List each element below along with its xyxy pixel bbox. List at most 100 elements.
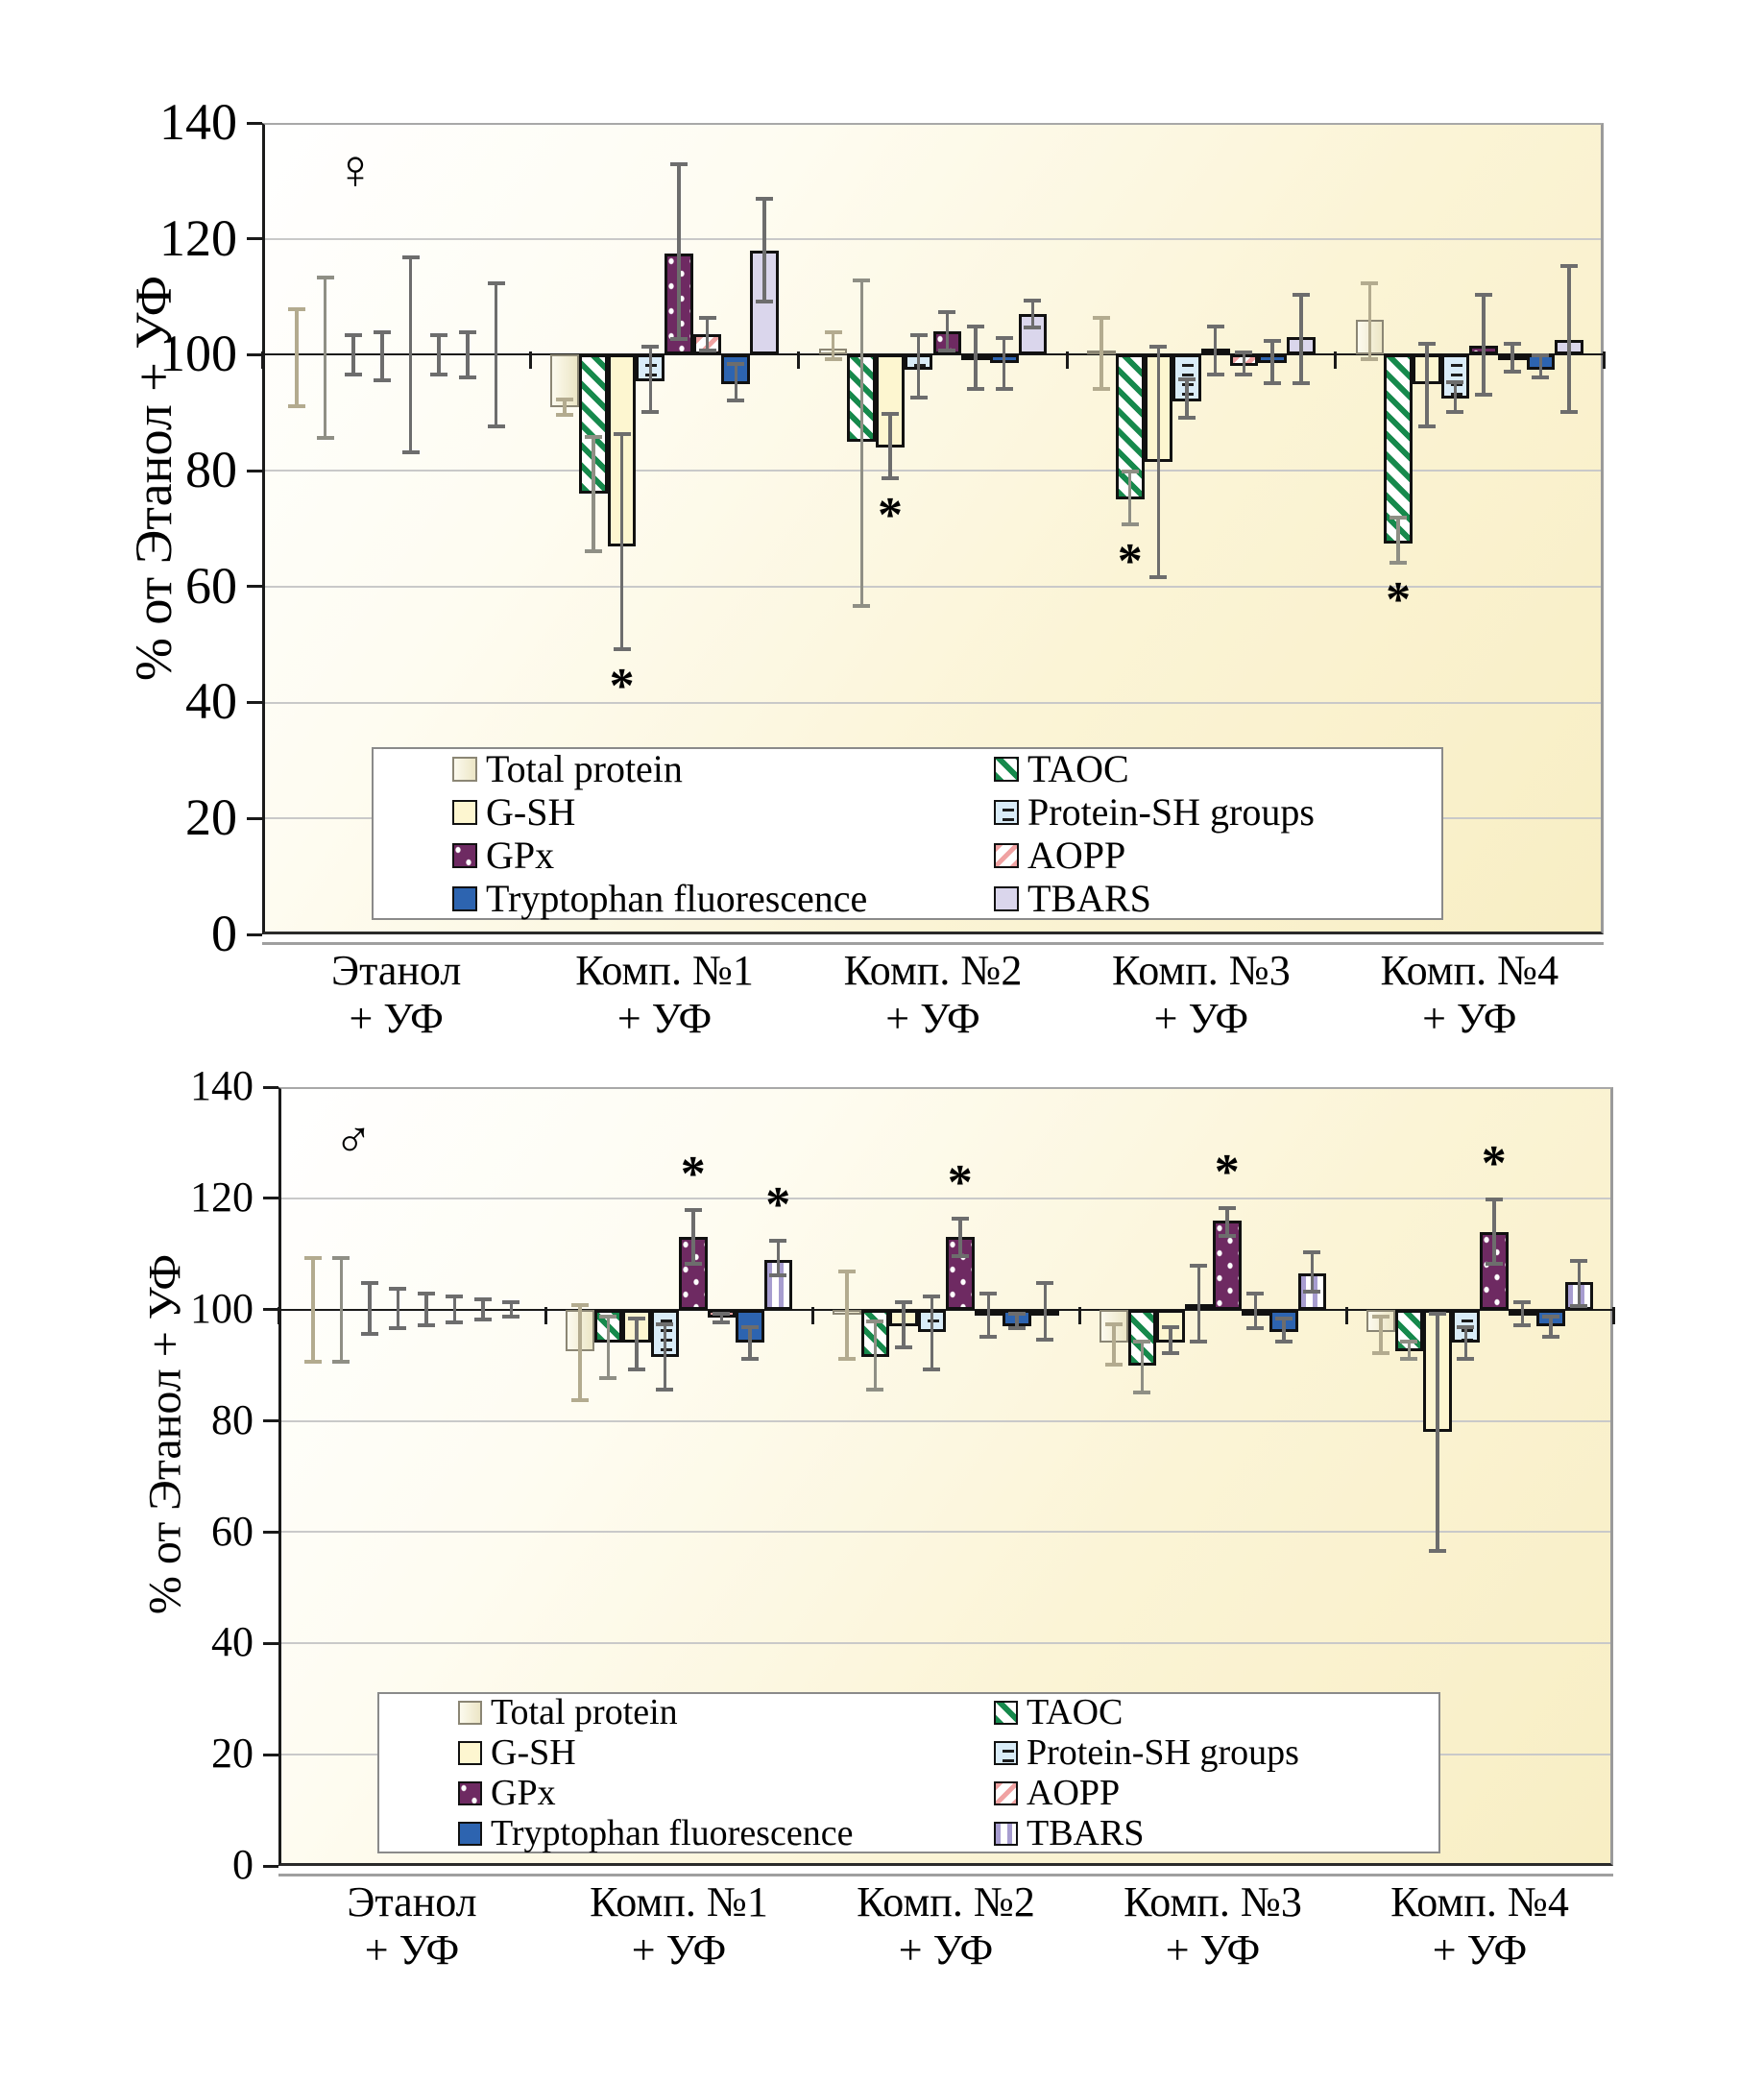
- error-bar-cap-bottom: [979, 1334, 998, 1339]
- error-bar-line: [606, 1315, 610, 1380]
- error-bar-cap-top: [1218, 1205, 1236, 1210]
- error-bar-cap-top: [1093, 316, 1111, 321]
- error-bar-cap-top: [417, 1292, 435, 1296]
- legend-label-taoc: TAOC: [1027, 1692, 1124, 1732]
- legend-label-gsh: G-SH: [486, 790, 576, 834]
- legend-swatch-aopp: [994, 1780, 1018, 1805]
- baseline-group-tick: [810, 1306, 814, 1324]
- significance-star: *: [680, 1147, 706, 1202]
- error-bar-cap-top: [769, 1239, 787, 1244]
- legend-label-aopp: AOPP: [1027, 834, 1126, 877]
- legend-item-gsh: G-SH: [458, 1732, 576, 1773]
- error-bar-cap-top: [1178, 376, 1196, 381]
- category-label-line1: Комп. №4: [1380, 947, 1559, 994]
- error-bar-line: [748, 1326, 752, 1360]
- error-bar-cap-bottom: [613, 647, 631, 652]
- error-bar-line: [424, 1293, 428, 1327]
- error-bar-cap-bottom: [389, 1325, 407, 1330]
- error-bar-cap-bottom: [473, 1318, 492, 1322]
- gridline-80: [265, 470, 1601, 472]
- error-bar-line: [916, 334, 921, 399]
- legend-label-protein_sh: Protein-SH groups: [1027, 790, 1315, 834]
- plot-bottom-shadow: [278, 1874, 1613, 1876]
- category-label-line2: + УФ: [1153, 995, 1249, 1042]
- error-bar-line: [648, 346, 652, 413]
- error-bar-line: [1043, 1281, 1047, 1341]
- error-bar-cap-top: [502, 1300, 520, 1305]
- error-bar-cap-top: [1235, 351, 1253, 355]
- legend-label-total_protein: Total protein: [486, 747, 683, 790]
- error-bar-cap-top: [1446, 379, 1464, 384]
- error-bar-cap-top: [656, 1322, 674, 1327]
- error-bar-cap-top: [967, 325, 984, 329]
- legend-label-tryptophan: Tryptophan fluorescence: [486, 877, 868, 920]
- error-bar-line: [1196, 1265, 1200, 1344]
- error-bar-cap-bottom: [1485, 1262, 1503, 1267]
- error-bar-cap-top: [446, 1295, 464, 1299]
- gridline-120: [265, 237, 1601, 240]
- error-bar-cap-top: [881, 411, 899, 416]
- error-bar-cap-bottom: [881, 476, 899, 481]
- error-bar-cap-bottom: [1274, 1340, 1293, 1344]
- error-bar-line: [635, 1318, 639, 1371]
- y-tick-label: 60: [185, 556, 237, 615]
- error-bar-cap-top: [389, 1286, 407, 1291]
- error-bar-line: [1112, 1323, 1116, 1366]
- error-bar-cap-top: [1532, 353, 1550, 358]
- legend-swatch-tbars: [994, 1821, 1018, 1846]
- error-bar-cap-bottom: [1371, 1351, 1389, 1356]
- error-bar-line: [466, 331, 470, 378]
- error-bar-cap-top: [570, 1302, 589, 1307]
- error-bar-cap-bottom: [1104, 1362, 1123, 1367]
- error-bar-cap-bottom: [1541, 1334, 1559, 1339]
- error-bar-line: [1015, 1312, 1019, 1329]
- error-bar-line: [311, 1256, 315, 1363]
- error-bar-cap-top: [866, 1319, 884, 1324]
- y-tick-label: 40: [185, 672, 237, 731]
- legend-swatch-gpx: [452, 842, 477, 868]
- error-bar-cap-bottom: [1206, 372, 1224, 376]
- error-bar-line: [873, 1320, 877, 1391]
- error-bar-cap-bottom: [1417, 424, 1436, 428]
- error-bar-cap-bottom: [1560, 409, 1579, 414]
- error-bar-cap-bottom: [755, 300, 773, 304]
- error-bar-cap-top: [1292, 293, 1310, 298]
- error-bar-line: [1140, 1340, 1144, 1393]
- error-bar-cap-bottom: [401, 450, 420, 455]
- error-bar-line: [1127, 471, 1132, 526]
- legend-label-protein_sh: Protein-SH groups: [1027, 1732, 1299, 1773]
- y-tick-label: 100: [159, 325, 237, 383]
- significance-star: *: [765, 1177, 791, 1233]
- gridline-40: [265, 701, 1601, 704]
- legend-item-gpx: GPx: [452, 834, 554, 877]
- error-bar-cap-top: [837, 1270, 856, 1274]
- error-bar-cap-bottom: [627, 1368, 645, 1372]
- baseline-100: [262, 353, 1604, 356]
- error-bar-line: [592, 435, 595, 552]
- error-bar-cap-bottom: [446, 1320, 464, 1325]
- error-bar-cap-bottom: [1532, 375, 1550, 379]
- baseline-group-tick: [1611, 1306, 1615, 1324]
- legend-item-protein_sh: Protein-SH groups: [994, 790, 1315, 834]
- error-bar-cap-top: [627, 1317, 645, 1321]
- error-bar-cap-top: [287, 307, 305, 312]
- y-axis-tick: [263, 1864, 278, 1868]
- error-bar-cap-bottom: [303, 1359, 322, 1364]
- error-bar-cap-bottom: [287, 403, 305, 408]
- error-bar-line: [1538, 354, 1543, 378]
- significance-star: *: [609, 659, 635, 714]
- error-bar-cap-bottom: [995, 386, 1013, 391]
- baseline-group-tick: [528, 351, 532, 370]
- error-bar-cap-bottom: [373, 377, 391, 382]
- error-bar-line: [958, 1218, 962, 1257]
- error-bar-cap-top: [1428, 1311, 1446, 1316]
- legend-swatch-gsh: [458, 1740, 482, 1765]
- error-bar-cap-bottom: [1178, 415, 1196, 420]
- error-bar-line: [1453, 380, 1458, 413]
- error-bar-cap-top: [1417, 342, 1436, 347]
- legend-label-gpx: GPx: [486, 834, 555, 877]
- category-label-line1: Комп. №4: [1390, 1878, 1569, 1925]
- error-bar-cap-bottom: [1161, 1351, 1179, 1356]
- error-bar-line: [1099, 317, 1103, 390]
- category-label-line1: Комп. №1: [575, 947, 754, 994]
